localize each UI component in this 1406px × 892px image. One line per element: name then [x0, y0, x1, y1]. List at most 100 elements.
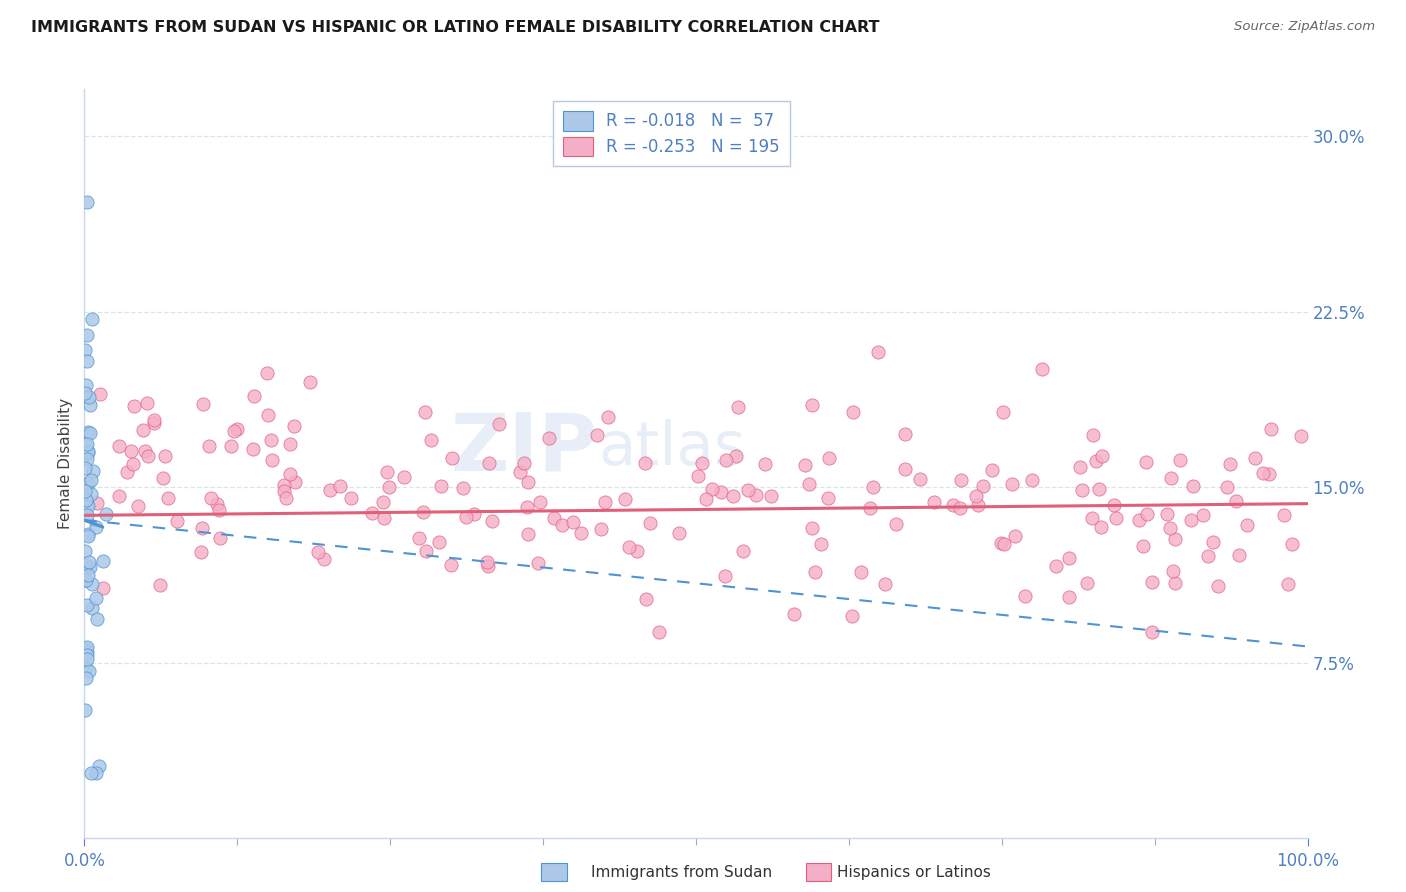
Point: [375, 465, 398, 479]
Point: [76, 447, 98, 461]
Legend: R = -0.018   N =  57, R = -0.253   N = 195: R = -0.018 N = 57, R = -0.253 N = 195: [553, 102, 790, 167]
Point: [841, 609, 863, 624]
Point: [801, 398, 824, 412]
Point: [392, 470, 415, 484]
Point: [76, 497, 98, 511]
Point: [1258, 467, 1281, 481]
Point: [950, 473, 973, 487]
Point: [312, 552, 335, 566]
Point: [1057, 550, 1080, 565]
Point: [191, 397, 214, 411]
Point: [76, 648, 98, 662]
Point: [543, 511, 565, 525]
Point: [783, 607, 806, 621]
Point: [278, 467, 301, 482]
Point: [132, 423, 155, 437]
Point: [1085, 454, 1108, 468]
Point: [256, 367, 278, 381]
Point: [120, 443, 142, 458]
Point: [634, 592, 657, 607]
Point: [412, 505, 434, 519]
Point: [82, 464, 104, 478]
Point: [208, 503, 231, 517]
Point: [122, 399, 145, 413]
Point: [1243, 450, 1265, 465]
Point: [274, 491, 297, 505]
Point: [477, 559, 499, 574]
Point: [198, 439, 221, 453]
Point: [76, 437, 98, 451]
Point: [862, 480, 884, 494]
Point: [478, 456, 501, 470]
Point: [893, 462, 915, 476]
Point: [76, 194, 98, 209]
Point: [1281, 537, 1303, 551]
Point: [1031, 362, 1053, 376]
Point: [517, 527, 540, 541]
Point: [810, 536, 832, 550]
Point: [76, 599, 98, 613]
Point: [551, 517, 574, 532]
Point: [84, 765, 107, 780]
Point: [596, 409, 619, 424]
Point: [260, 452, 283, 467]
Point: [737, 483, 759, 497]
Point: [456, 509, 478, 524]
Point: [1083, 428, 1105, 442]
Point: [82, 601, 104, 615]
Point: [617, 541, 640, 555]
Point: [284, 475, 307, 490]
Point: [1236, 518, 1258, 533]
Point: [1135, 455, 1157, 469]
Text: Source: ZipAtlas.com: Source: ZipAtlas.com: [1234, 20, 1375, 33]
Point: [166, 514, 188, 528]
Point: [884, 516, 907, 531]
Point: [488, 417, 510, 431]
Point: [1076, 575, 1098, 590]
Point: [721, 490, 744, 504]
Point: [80, 311, 103, 326]
Point: [1277, 577, 1299, 591]
Point: [942, 498, 965, 512]
Point: [273, 483, 295, 498]
Point: [76, 508, 98, 523]
Point: [668, 525, 690, 540]
Point: [1164, 533, 1187, 547]
Point: [117, 465, 139, 479]
Point: [339, 491, 361, 505]
Point: [1161, 565, 1184, 579]
Point: [243, 388, 266, 402]
Point: [242, 442, 264, 457]
Point: [153, 449, 176, 463]
Point: [413, 405, 436, 419]
Point: [851, 566, 873, 580]
Point: [513, 456, 536, 470]
Point: [278, 437, 301, 451]
Point: [475, 555, 498, 569]
Point: [76, 528, 98, 542]
Point: [219, 439, 242, 453]
Point: [208, 531, 231, 545]
Point: [299, 376, 322, 390]
Point: [283, 419, 305, 434]
Point: [1021, 473, 1043, 487]
Point: [1091, 449, 1114, 463]
Point: [1001, 477, 1024, 491]
Point: [537, 431, 560, 445]
Point: [257, 409, 280, 423]
Point: [1206, 579, 1229, 593]
Point: [136, 396, 159, 410]
Point: [804, 565, 827, 579]
Point: [84, 591, 107, 605]
Point: [966, 498, 988, 512]
Point: [86, 496, 108, 510]
Point: [690, 456, 713, 470]
Point: [260, 434, 283, 448]
Point: [1014, 589, 1036, 603]
Point: [329, 479, 352, 493]
Point: [1160, 471, 1182, 485]
Point: [361, 506, 384, 520]
Point: [1057, 590, 1080, 604]
Point: [420, 433, 443, 447]
Point: [1251, 466, 1274, 480]
